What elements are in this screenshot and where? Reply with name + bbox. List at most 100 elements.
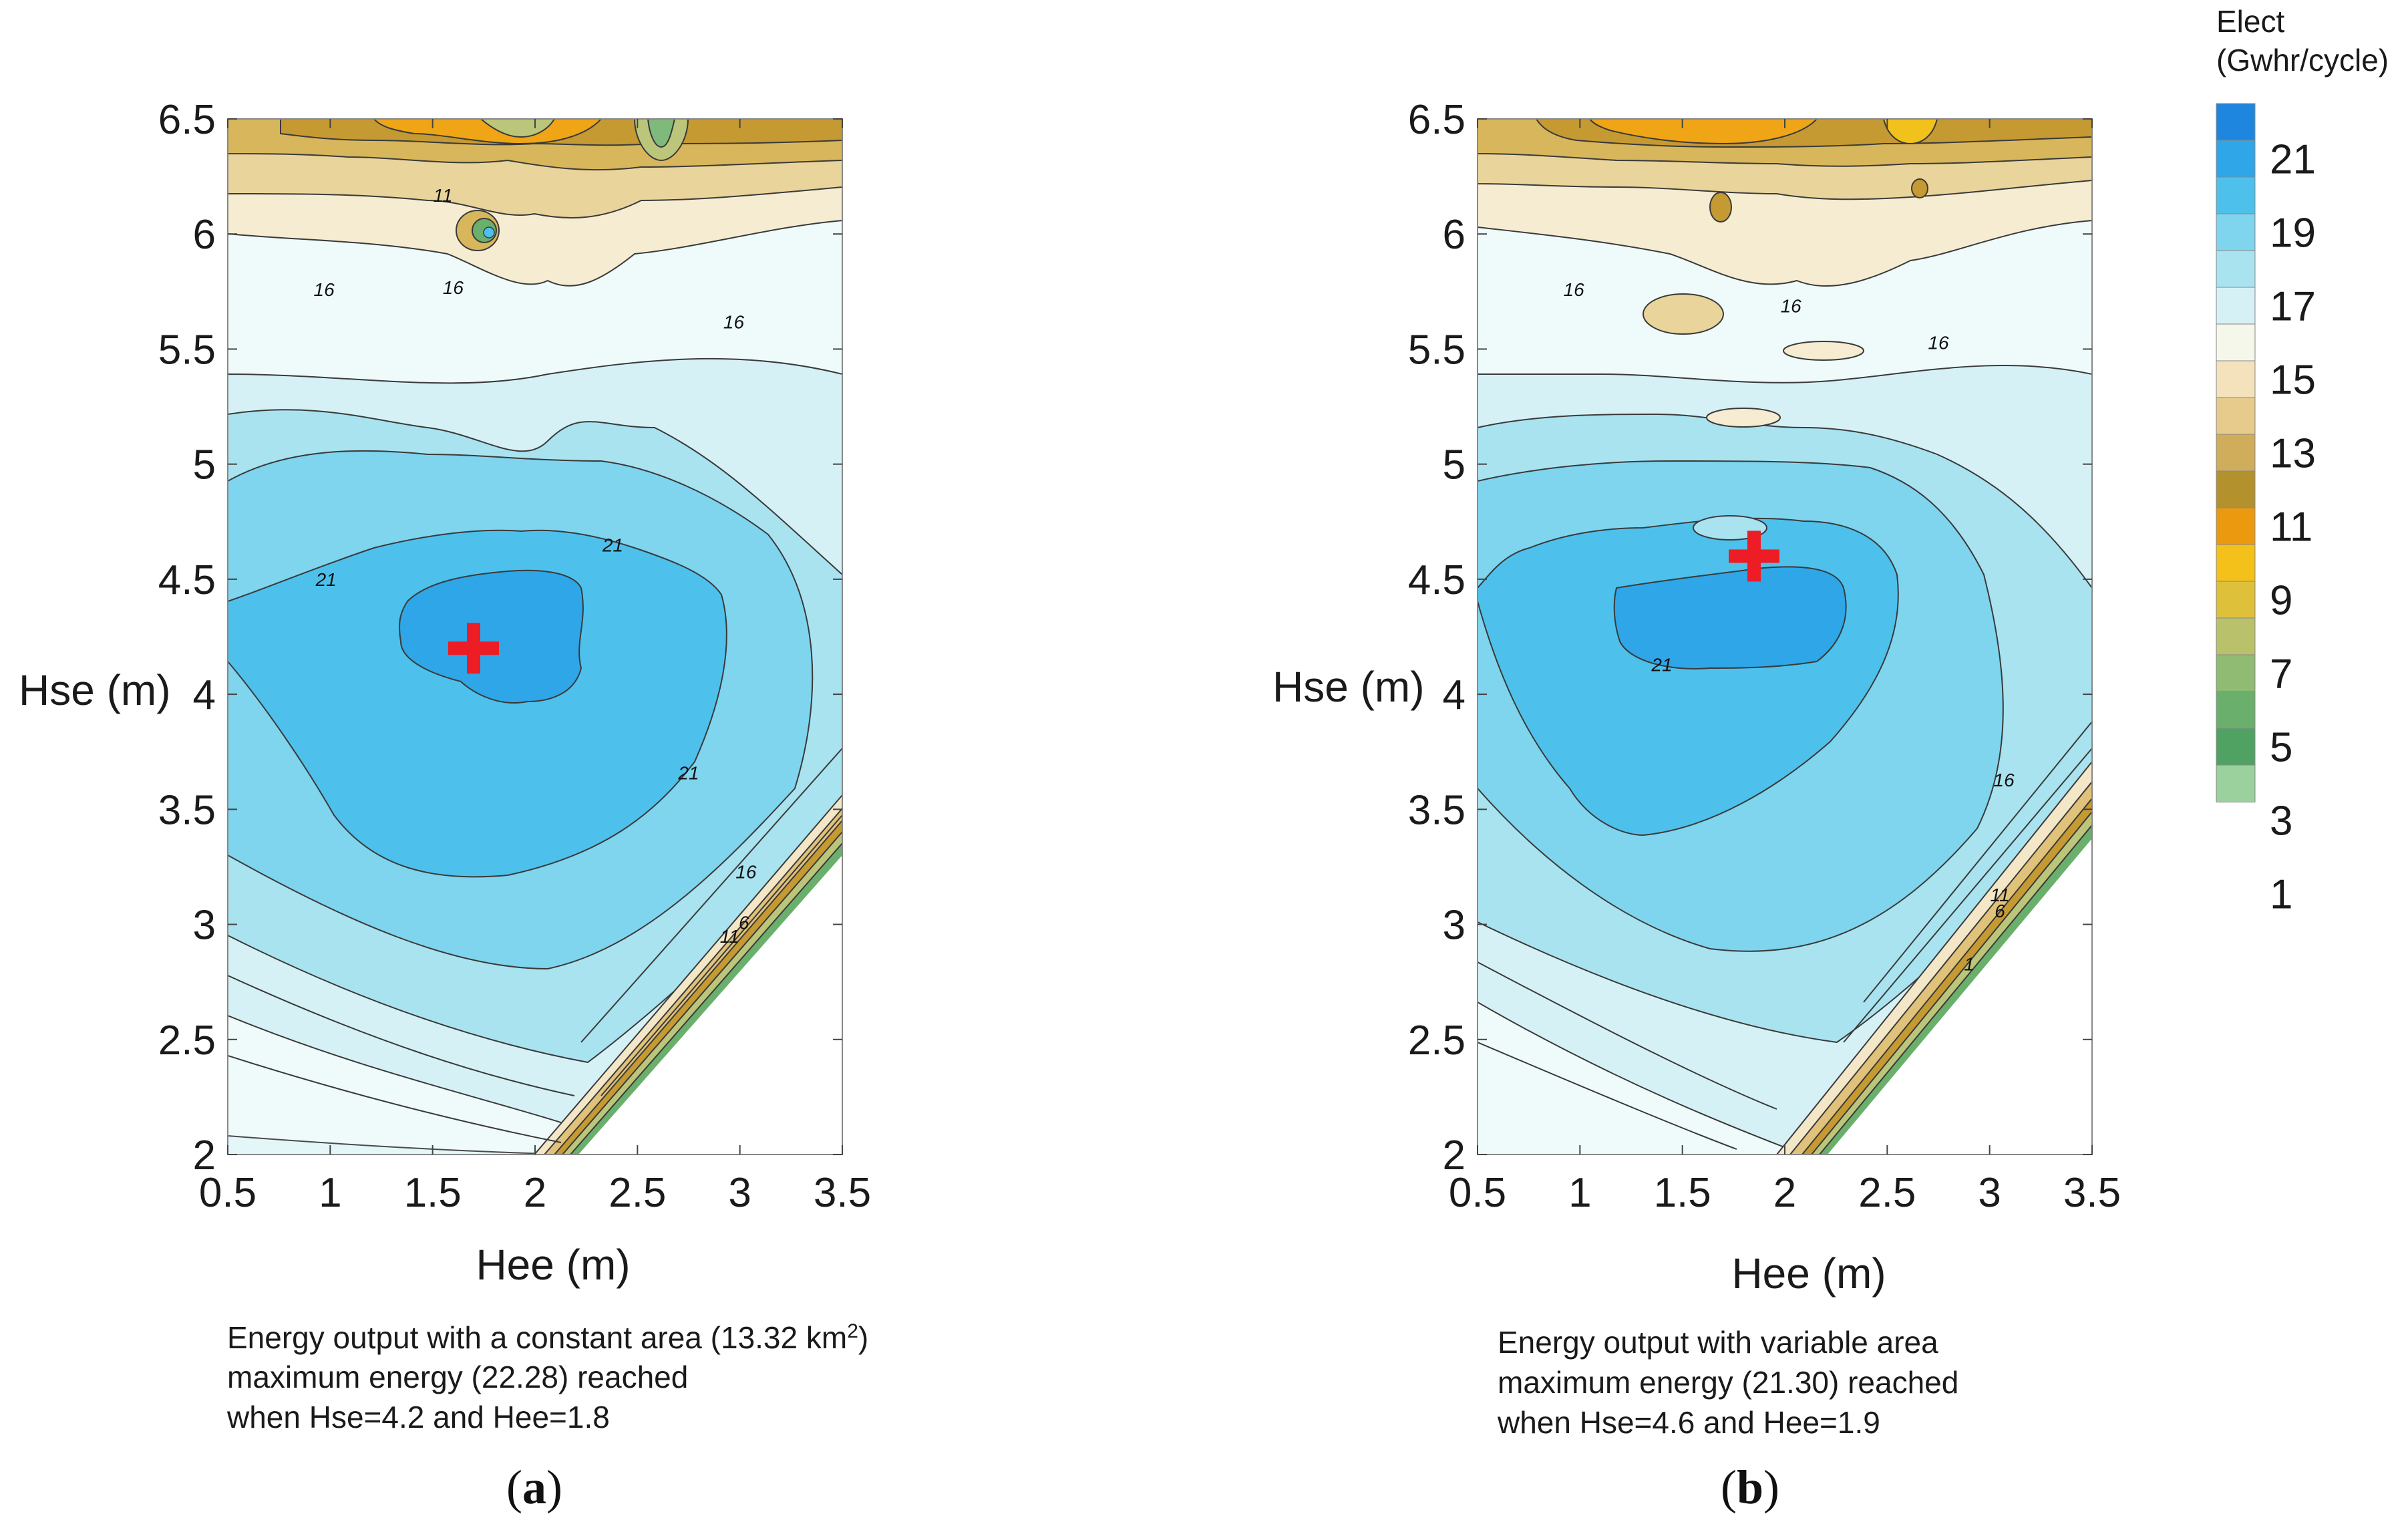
contour-label-b: 16: [1928, 332, 1949, 353]
x-tick-label-b: 2.5: [1858, 1170, 1916, 1216]
y-tick-label-b: 6.5: [1408, 97, 1466, 143]
panel-label-b-letter: b: [1737, 1461, 1763, 1514]
colorbar-swatch: [2216, 544, 2256, 582]
contour-label-a: 21: [677, 763, 699, 784]
y-tick-label-a: 4.5: [158, 557, 216, 603]
x-tick-label-a: 2: [524, 1170, 546, 1216]
x-tick-label-b: 0.5: [1449, 1170, 1506, 1216]
y-tick-label-a: 2: [193, 1132, 216, 1179]
colorbar-swatch: [2216, 764, 2256, 802]
contour-line-b: [1478, 1042, 1737, 1150]
colorbar-swatch: [2216, 728, 2256, 766]
plot-area-b: [1478, 119, 2092, 1155]
colorbar-swatch: [2216, 103, 2256, 141]
contour-label-a: 16: [443, 277, 464, 298]
x-tick-label-a: 1: [319, 1170, 341, 1216]
colorbar-tick-label: 9: [2270, 578, 2292, 624]
x-tick-label-a: 2.5: [609, 1170, 666, 1216]
y-tick-label-a: 5.5: [158, 327, 216, 373]
colorbar-tick-label: 11: [2270, 504, 2312, 551]
y-tick-label-b: 2: [1443, 1132, 1466, 1179]
contour-band-b: [1828, 839, 2092, 1155]
contour-band-b: [1709, 192, 1732, 222]
caption-a-line-1: Energy output with a constant area (13.3…: [227, 1320, 868, 1355]
colorbar-ticks: 21 19 17 15 13 11 9 7 5 3 1: [2270, 137, 2316, 918]
colorbar-swatch: [2216, 250, 2256, 288]
colorbar-tick-label: 21: [2270, 137, 2316, 183]
colorbar-tick-label: 7: [2270, 651, 2292, 698]
contour-line-a: [580, 748, 842, 1043]
y-tick-label-b: 4.5: [1408, 557, 1466, 603]
panel-label-b-close: ): [1763, 1461, 1779, 1514]
x-tick-label-b: 1.5: [1654, 1170, 1711, 1216]
colorbar-swatch: [2216, 397, 2256, 435]
colorbar-swatch: [2216, 617, 2256, 655]
contour-band-a: [483, 226, 495, 239]
y-tick-label-a: 2.5: [158, 1018, 216, 1064]
y-tick-label-a: 4: [193, 672, 216, 718]
contour-band-b: [1588, 119, 1818, 145]
colorbar-tick-label: 3: [2270, 798, 2292, 845]
contour-labels-b: 16 16 16 21 16 116 1: [1564, 279, 2015, 974]
contour-label-b: 16: [1994, 770, 2015, 790]
contour-line-b: [1843, 748, 2092, 1043]
caption-b-line-1: Energy output with variable area: [1498, 1325, 1938, 1360]
colorbar-swatch: [2216, 176, 2256, 214]
colorbar-swatch: [2216, 360, 2256, 398]
panel-label-a-letter: a: [522, 1461, 546, 1514]
contour-line-a: [228, 1055, 562, 1143]
colorbar: Elect (Gwhr/cycle) 21 19 17 15 13 11 9 7 5 3 1: [2216, 4, 2389, 918]
colorbar-swatch: [2216, 581, 2256, 619]
contour-band-b: [1911, 178, 1928, 198]
y-axis-label-b: Hse (m): [1272, 663, 1425, 711]
colorbar-swatch: [2216, 507, 2256, 545]
contour-label-b: 21: [1651, 655, 1672, 675]
x-tick-label-b: 3.5: [2063, 1170, 2121, 1216]
contour-band-a: [480, 119, 556, 138]
x-tick-label-a: 0.5: [199, 1170, 256, 1216]
colorbar-title-line-1: Elect: [2216, 4, 2284, 39]
colorbar-swatches: [2216, 103, 2256, 802]
contour-label-a: 16: [735, 862, 757, 883]
axes-a: 0.5 1 1.5 2 2.5 3 3.5 2 2.5 3 3.5 4 4.5 5 5.5 6 6.5: [158, 97, 871, 1216]
contour-label-b: 16: [1564, 279, 1585, 300]
contour-label-a: 16: [723, 311, 745, 332]
contour-label-a: 11: [433, 185, 452, 206]
caption-b-line-3: when Hse=4.6 and Hee=1.9: [1497, 1405, 1880, 1440]
max-marker-b: [1729, 530, 1779, 582]
contour-band-b: [1882, 119, 1938, 145]
max-cross-vertical-a: [467, 623, 480, 674]
contour-label-b: 11: [1990, 885, 2009, 905]
x-tick-label-b: 1: [1568, 1170, 1591, 1216]
x-tick-label-b: 3: [1978, 1170, 2001, 1216]
colorbar-swatch: [2216, 323, 2256, 361]
caption-a-line-2: maximum energy (22.28) reached: [227, 1360, 688, 1394]
x-axis-label-b: Hee (m): [1731, 1249, 1886, 1298]
colorbar-swatch: [2216, 213, 2256, 251]
y-tick-label-b: 5.5: [1408, 327, 1466, 373]
colorbar-swatch: [2216, 287, 2256, 325]
y-axis-label-a: Hse (m): [19, 666, 171, 714]
panel-label-a: (a): [506, 1461, 562, 1514]
contour-line-b: [1863, 721, 2092, 1003]
y-tick-label-b: 2.5: [1408, 1018, 1466, 1064]
contour-label-a: 6: [739, 912, 749, 933]
y-tick-label-a: 6: [193, 212, 216, 258]
y-tick-label-a: 5: [193, 442, 216, 488]
contour-line-a: [600, 814, 842, 1096]
y-tick-label-b: 4: [1443, 672, 1466, 718]
y-tick-label-a: 3: [193, 903, 216, 949]
colorbar-tick-label: 15: [2270, 357, 2316, 404]
plot-area-a: [228, 119, 842, 1155]
caption-a-line-1-text: Energy output with a constant area (13.3…: [227, 1320, 847, 1355]
caption-b: Energy output with variable area maximum…: [1497, 1325, 1958, 1440]
caption-a: Energy output with a constant area (13.3…: [226, 1320, 868, 1434]
y-tick-label-a: 6.5: [158, 97, 216, 143]
contour-band-b: [1643, 293, 1724, 335]
caption-a-line-1-tail: ): [858, 1320, 868, 1355]
colorbar-tick-label: 19: [2270, 210, 2316, 257]
